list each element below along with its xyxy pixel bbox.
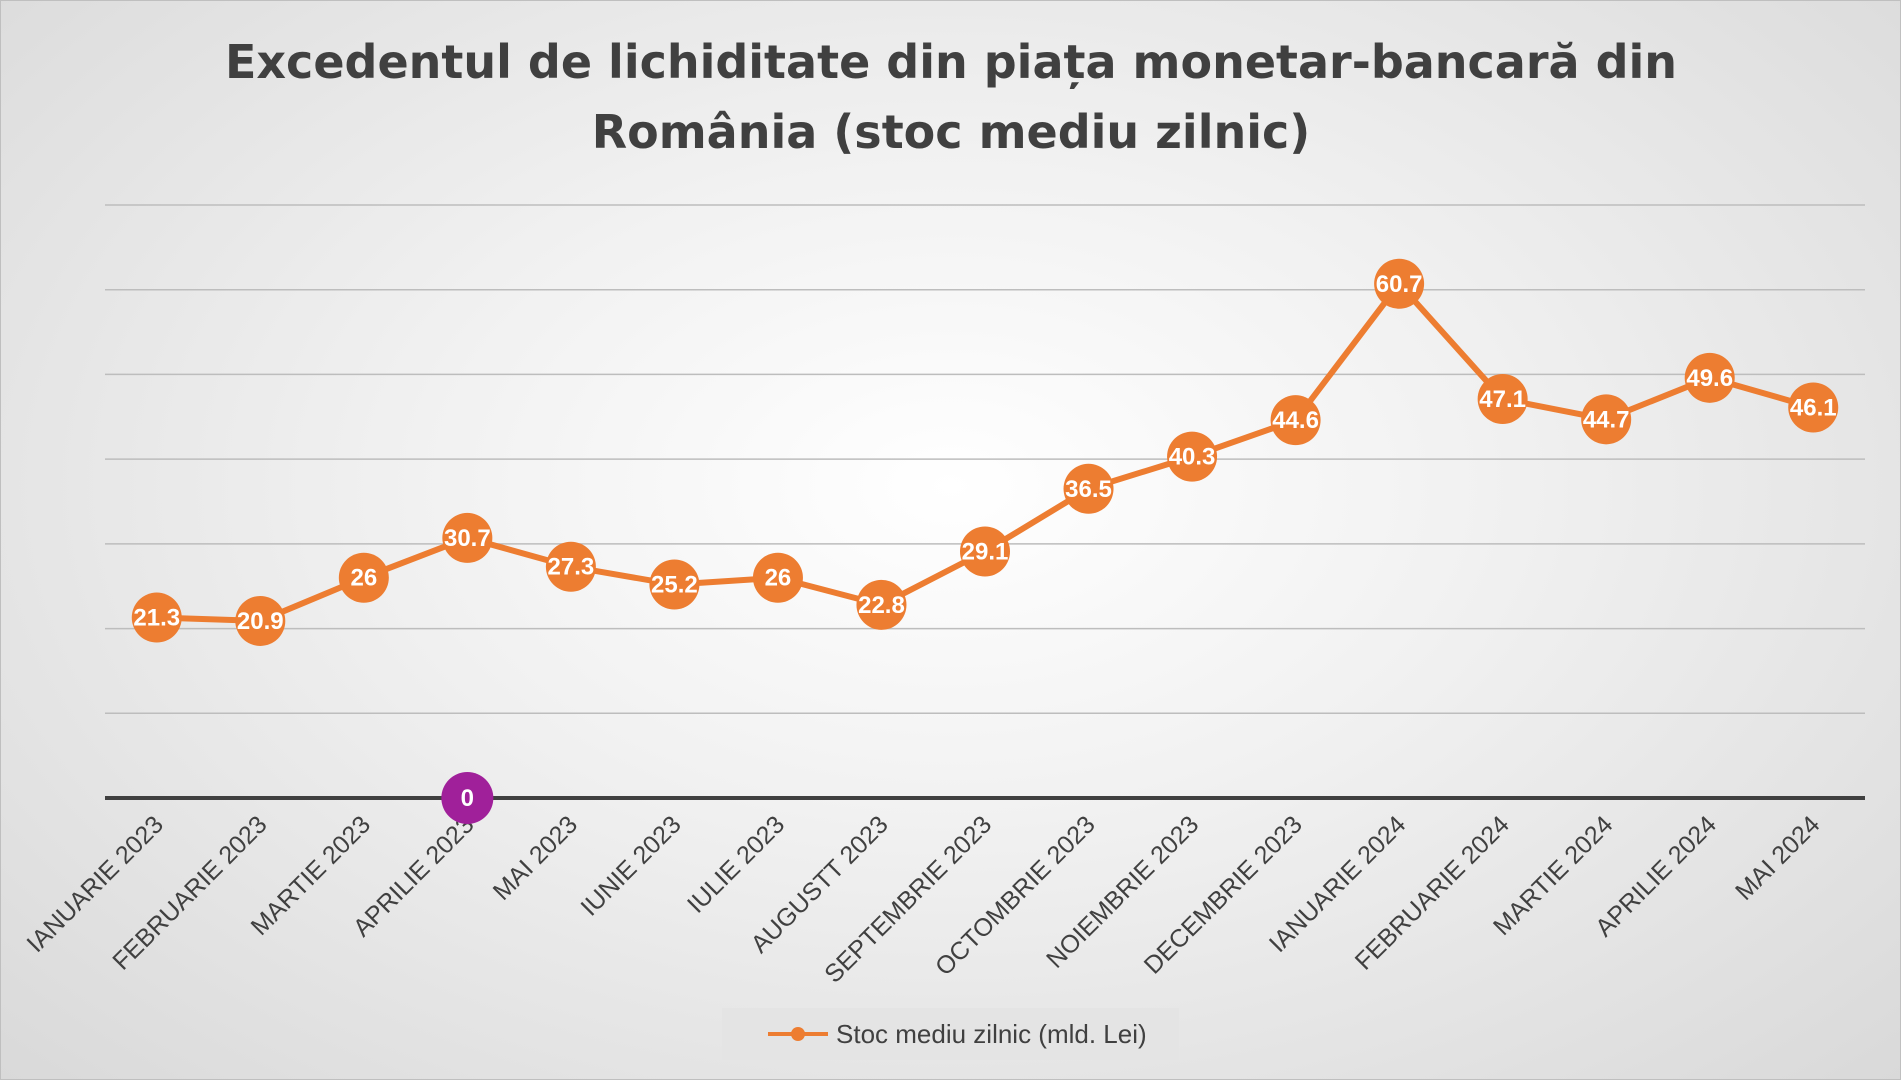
data-point-marker — [235, 595, 286, 646]
legend: Stoc mediu zilnic (mld. Lei) — [722, 1008, 1179, 1060]
data-label: 49.6 — [1686, 365, 1733, 392]
data-points: 21.3 20.9 26 30.7 27.3 25.2 26 22.8 29.1 36.5 40.3… — [131, 258, 1839, 646]
data-point-marker — [1167, 431, 1218, 482]
data-point-marker — [1477, 373, 1528, 424]
data-point-marker — [338, 552, 389, 603]
data-point-marker — [1063, 463, 1114, 514]
chart-title: Excedentul de lichiditate din piața mone… — [225, 35, 1677, 159]
data-label: 27.3 — [548, 554, 595, 581]
data-label: 21.3 — [133, 605, 180, 632]
data-point-marker — [131, 592, 182, 643]
data-label: 20.9 — [237, 608, 284, 635]
data-point-marker — [442, 512, 493, 563]
data-label: 22.8 — [858, 592, 905, 619]
zero-marker-label: 0 — [461, 785, 474, 812]
data-label: 25.2 — [651, 572, 698, 599]
data-label: 46.1 — [1790, 394, 1837, 421]
data-point-marker — [1581, 394, 1632, 445]
chart-title-line-2: România (stoc mediu zilnic) — [592, 105, 1311, 159]
data-point-marker — [649, 559, 700, 610]
x-tick-label: MAI 2023 — [488, 810, 583, 905]
data-label: 26 — [765, 565, 792, 592]
legend-series-label: Stoc mediu zilnic (mld. Lei) — [836, 1019, 1147, 1049]
data-label: 29.1 — [962, 538, 1009, 565]
data-point-marker — [752, 552, 803, 603]
x-tick-label: IULIE 2023 — [682, 810, 790, 918]
zero-marker — [441, 772, 494, 824]
data-label: 40.3 — [1169, 444, 1216, 471]
chart-title-line-1: Excedentul de lichiditate din piața mone… — [225, 35, 1677, 89]
zero-marker-group: 0 — [441, 772, 494, 824]
data-label: 60.7 — [1376, 271, 1423, 298]
x-tick-label: MAI 2024 — [1730, 810, 1826, 906]
data-point-marker — [960, 526, 1010, 577]
data-point-marker — [545, 541, 596, 592]
data-point-marker — [1270, 395, 1321, 446]
gridlines — [105, 204, 1865, 715]
data-label: 44.7 — [1583, 406, 1630, 433]
data-point-marker — [856, 579, 907, 630]
data-point-marker — [1374, 258, 1425, 309]
data-label: 36.5 — [1065, 476, 1112, 503]
data-label: 30.7 — [444, 525, 491, 552]
data-label: 44.6 — [1272, 407, 1319, 434]
data-point-marker — [1788, 382, 1839, 433]
data-label: 26 — [350, 565, 377, 592]
x-tick-label: IUNIE 2023 — [575, 810, 686, 921]
legend-series-marker-swatch — [791, 1027, 805, 1041]
data-point-marker — [1684, 352, 1735, 403]
data-label: 47.1 — [1479, 386, 1526, 413]
